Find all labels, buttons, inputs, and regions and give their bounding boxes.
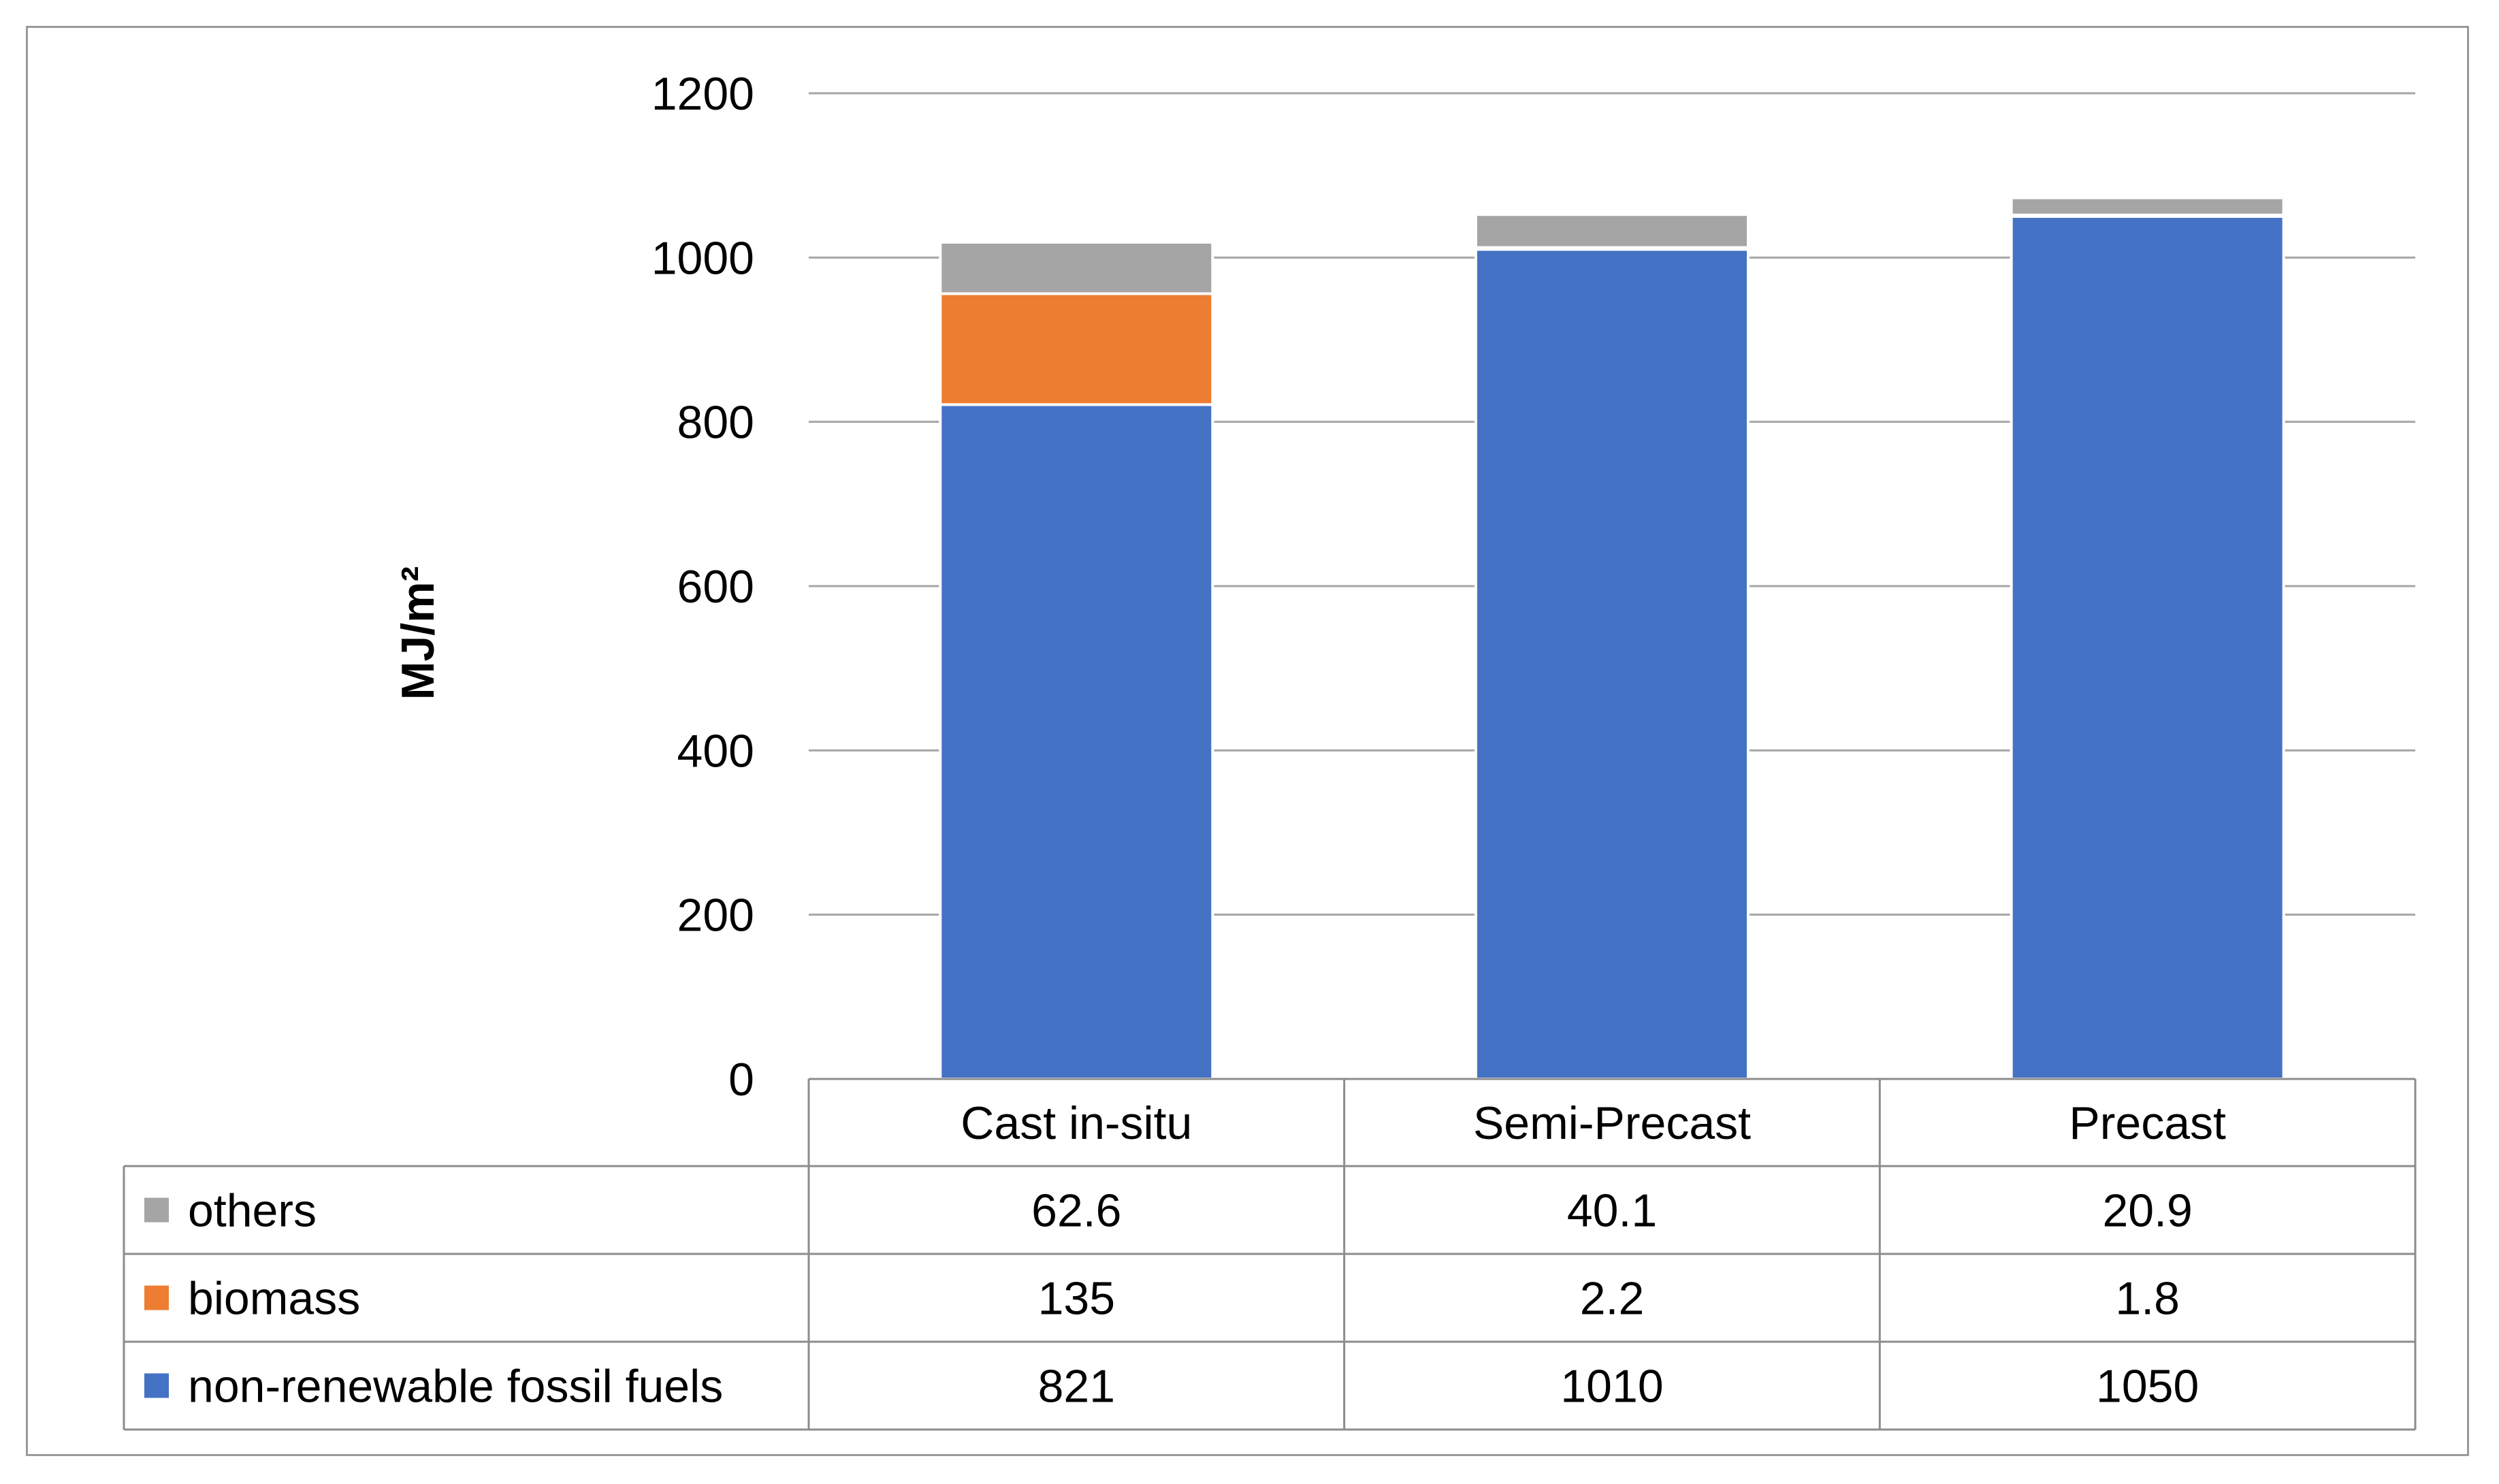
x-tick-label-semi-precast: Semi-Precast bbox=[1473, 1097, 1751, 1149]
bar-others-semi-precast bbox=[1474, 213, 1750, 249]
y-tick-label-0: 0 bbox=[728, 1054, 754, 1106]
bar-non-renewable-fossil-fuels-semi-precast bbox=[1474, 248, 1750, 1080]
legend-label-others: others bbox=[188, 1185, 317, 1237]
y-tick-label-200: 200 bbox=[677, 890, 754, 941]
y-tick-label-1200: 1200 bbox=[651, 68, 754, 120]
y-tick-label-1000: 1000 bbox=[651, 232, 754, 284]
y-tick-label-400: 400 bbox=[677, 725, 754, 777]
data-label-non-renewable-fossil-fuels-semi-precast: 1010 bbox=[1560, 1361, 1663, 1413]
bars bbox=[939, 196, 2285, 1080]
bar-others-precast bbox=[2010, 196, 2285, 216]
legend-label-biomass: biomass bbox=[188, 1273, 360, 1325]
data-label-biomass-precast: 1.8 bbox=[2115, 1273, 2180, 1325]
legend-key-biomass bbox=[144, 1285, 169, 1310]
data-label-others-semi-precast: 40.1 bbox=[1567, 1185, 1657, 1237]
data-label-others-precast: 20.9 bbox=[2102, 1185, 2192, 1237]
data-table: Cast in-situ Semi-Precast Precast others 62.… bbox=[123, 1078, 2417, 1431]
bar-biomass-cast-in-situ bbox=[939, 292, 1214, 406]
x-tick-label-precast: Precast bbox=[2069, 1097, 2226, 1149]
legend-label-non-renewable-fossil-fuels: non-renewable fossil fuels bbox=[188, 1361, 723, 1413]
data-label-non-renewable-fossil-fuels-cast-in-situ: 821 bbox=[1038, 1361, 1115, 1413]
bar-non-renewable-fossil-fuels-precast bbox=[2010, 215, 2285, 1080]
bar-non-renewable-fossil-fuels-cast-in-situ bbox=[939, 403, 1214, 1080]
y-axis: 0 200 400 600 800 1000 1200 bbox=[651, 68, 754, 1106]
bar-others-cast-in-situ bbox=[939, 240, 1214, 295]
data-label-non-renewable-fossil-fuels-precast: 1050 bbox=[2096, 1361, 2199, 1413]
legend-key-non-renewable-fossil-fuels bbox=[144, 1373, 169, 1398]
x-tick-label-cast-in-situ: Cast in-situ bbox=[961, 1097, 1192, 1149]
data-label-others-cast-in-situ: 62.6 bbox=[1031, 1185, 1121, 1237]
data-label-biomass-semi-precast: 2.2 bbox=[1580, 1273, 1645, 1325]
y-tick-label-800: 800 bbox=[677, 397, 754, 449]
y-axis-title: MJ/m² bbox=[392, 566, 444, 700]
y-tick-label-600: 600 bbox=[677, 561, 754, 613]
data-label-biomass-cast-in-situ: 135 bbox=[1038, 1273, 1115, 1325]
legend-key-others bbox=[144, 1197, 169, 1223]
